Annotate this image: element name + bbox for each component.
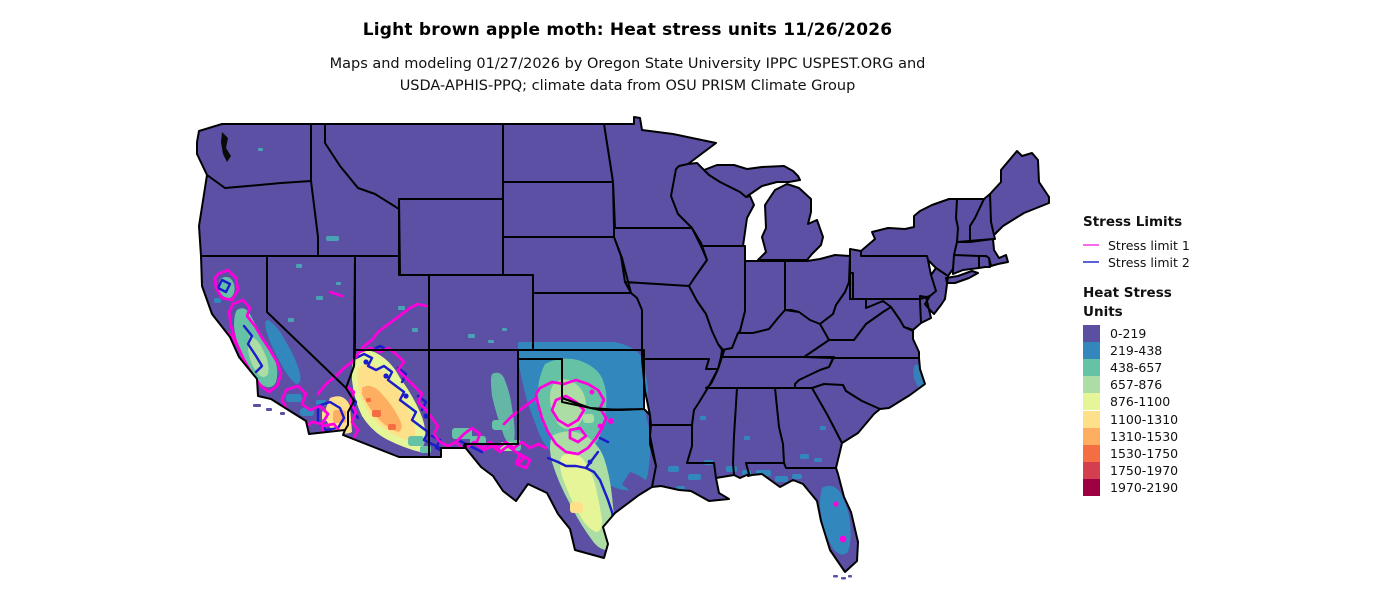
raster-specks [258,148,507,343]
legend-item-bin-4: 657-876 [1083,376,1163,394]
raster-lightgreen-valley [248,336,269,377]
raster-blue-sierra [265,320,301,384]
legend-item-stress-limit-2: Stress limit 2 [1083,253,1190,271]
raster-green-norcal [218,276,235,298]
bin-1-swatch [1083,325,1100,343]
legend-item-bin-1: 0-219 [1083,325,1147,343]
puget-sound [221,132,231,162]
heat-stress-title-line-2: Units [1083,304,1123,320]
raster-orange-arizona [362,385,402,432]
bin-3-label: 438-657 [1110,360,1163,376]
stress-limits-legend-title: Stress Limits [1083,214,1183,230]
stress-limit-2-line-swatch [1083,260,1099,264]
bin-7-label: 1310-1530 [1110,428,1179,444]
heat-stress-raster [197,117,1049,572]
bin-2-label: 219-438 [1110,343,1163,359]
bin-5-label: 876-1100 [1110,394,1171,410]
subtitle-line-2: USDA-APHIS-PPQ; climate data from OSU PR… [399,78,856,94]
heat-stress-legend-title: Heat Stress Units [1083,284,1172,322]
legend-item-stress-limit-1: Stress limit 1 [1083,236,1190,254]
bin-8-swatch [1083,444,1100,462]
legend-item-bin-5: 876-1100 [1083,393,1171,411]
legend-item-bin-2: 219-438 [1083,342,1163,360]
bin-7-swatch [1083,427,1100,445]
stress-limit-1-label: Stress limit 1 [1108,237,1190,253]
raster-pale-south-texas [560,453,602,532]
bin-4-label: 657-876 [1110,377,1163,393]
legend-item-bin-3: 438-657 [1083,359,1163,377]
bin-6-swatch [1083,410,1100,428]
bin-10-label: 1970-2190 [1110,479,1179,495]
raster-red-arizona [366,398,396,430]
islands [253,404,852,580]
bin-9-swatch [1083,461,1100,479]
bin-2-swatch [1083,342,1100,360]
stress-limit-1-contours [213,268,847,554]
bin-6-label: 1100-1310 [1110,411,1179,427]
raster-yellow-south-texas [570,502,583,513]
bin-1-label: 0-219 [1110,326,1147,342]
bin-10-swatch [1083,478,1100,496]
subtitle-line-1: Maps and modeling 01/27/2026 by Oregon S… [329,56,926,72]
bin-9-label: 1750-1970 [1110,462,1179,478]
bin-4-swatch [1083,376,1100,394]
raster-lightgreen-patch [583,414,594,423]
legend-item-bin-7: 1310-1530 [1083,427,1179,445]
legend-item-bin-8: 1530-1750 [1083,444,1179,462]
legend-item-bin-9: 1750-1970 [1083,461,1179,479]
bin-5-swatch [1083,393,1100,411]
page-title: Light brown apple moth: Heat stress unit… [362,20,893,40]
legend-item-bin-6: 1100-1310 [1083,410,1179,428]
heat-stress-title-line-1: Heat Stress [1083,285,1172,301]
raster-lightgreen-central-texas [550,379,586,430]
bin-8-label: 1530-1750 [1110,445,1179,461]
legend-item-bin-10: 1970-2190 [1083,478,1179,496]
stress-limit-2-label: Stress limit 2 [1108,254,1190,270]
stress-limit-1-line-swatch [1083,243,1099,247]
raster-blue-florida [820,485,851,555]
bin-3-swatch [1083,359,1100,377]
